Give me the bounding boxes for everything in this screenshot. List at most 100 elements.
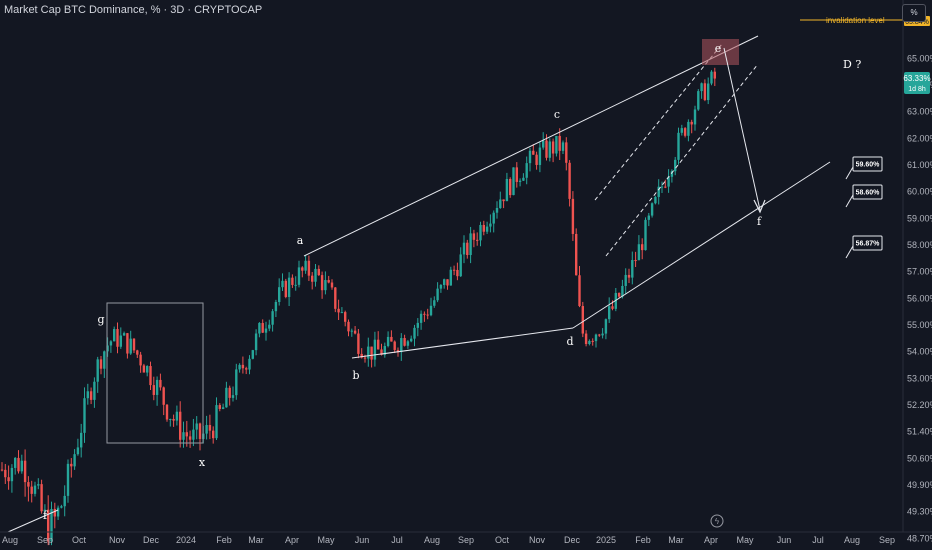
time-tick-label: 2025 [596,535,616,545]
candle-body [155,379,159,395]
price-tick-label: 56.00% [907,293,932,303]
time-tick-label: Jul [812,535,824,545]
price-tick-label: 51.40% [907,427,932,437]
candle-body [482,224,485,232]
candle-body [568,162,571,199]
candle-body [683,128,687,136]
candle-body [670,171,674,177]
candle-body [122,333,126,336]
candle-body [17,457,20,472]
candle-body [502,199,505,202]
wave-b-label: b [352,369,359,382]
time-tick-label: Dec [564,535,581,545]
candle-body [660,186,664,188]
candle-body [142,365,146,373]
price-tick-label: 49.30% [907,507,932,517]
candle-body [476,239,479,241]
candle-body [182,432,185,440]
time-tick-label: Aug [424,535,440,545]
candle-body [274,301,278,312]
candle-body [43,509,47,512]
wave-c-label: c [554,108,560,121]
candle-body [654,196,657,204]
candle-body [169,418,172,420]
price-tick-label: 59.00% [907,213,932,223]
candle-body [584,333,588,344]
candle-body [360,353,363,358]
candle-body [56,507,60,517]
candle-body [93,381,96,400]
price-tick-label: 63.00% [907,107,932,117]
candle-body [198,423,202,439]
candle-body [248,358,251,370]
price-tick-label: 57.00% [907,267,932,277]
candle-body [23,460,27,483]
invalidation-label: invalidation level [826,16,885,25]
price-tick-label: 48.70% [907,533,932,543]
candle-body [307,260,311,276]
candle-body [40,484,43,512]
invalidation-zone [702,39,739,65]
candle-body [76,447,80,455]
candle-body [601,333,604,336]
candle-body [245,368,248,370]
time-tick-label: Oct [72,535,87,545]
price-tick-label: 62.00% [907,133,932,143]
projection-arrowhead [753,199,766,214]
candle-body [611,306,614,309]
percent-scale-button[interactable]: % [902,4,926,22]
candle-body [99,359,103,369]
time-axis[interactable]: Aug Sep Oct Nov Dec 2024 Feb Mar Apr May Jun Jul Aug… [2,535,895,545]
candle-body [70,463,73,467]
candle-body [459,254,462,277]
price-tick-label: 52.20% [907,400,932,410]
time-tick-label: Dec [143,535,160,545]
candle-body [525,163,528,178]
candle-body [551,141,555,154]
candle-body [215,405,218,439]
candle-body [185,432,188,437]
candle-body [380,349,383,355]
candle-body [172,418,175,421]
candle-body [588,340,591,344]
candle-body [469,233,472,256]
candle-body [667,176,670,187]
wave-x-label: x [199,456,206,469]
candle-body [205,424,208,434]
candle-body [472,233,476,240]
candle-body [30,486,33,494]
time-tick-label: May [736,535,754,545]
candle-body [14,457,17,468]
candle-body [631,260,634,278]
candle-body [251,350,254,359]
candle-body [162,387,165,405]
candle-body [116,329,119,347]
candle-body [136,350,139,355]
candle-body [324,280,327,291]
candle-body [687,121,690,136]
candle-body [126,333,129,354]
candle-body [264,328,268,333]
candle-body [103,351,106,369]
projection-arrow-shaft [723,47,761,211]
time-tick-label: Mar [248,535,264,545]
candle-body [575,233,578,276]
candle-body [330,282,334,288]
candle-body [284,280,287,297]
candle-body [89,391,93,400]
candle-body [462,242,466,255]
candle-body [604,319,608,334]
candle-body [221,407,225,409]
candle-body [208,424,212,431]
candle-body [271,311,274,325]
candle-body [146,366,149,373]
candle-body [545,140,548,158]
candle-body [621,285,624,297]
candle-body [192,429,195,440]
candle-body [509,178,512,196]
candle-body [522,177,525,181]
candle-body [294,284,297,286]
candle-body [66,463,70,496]
